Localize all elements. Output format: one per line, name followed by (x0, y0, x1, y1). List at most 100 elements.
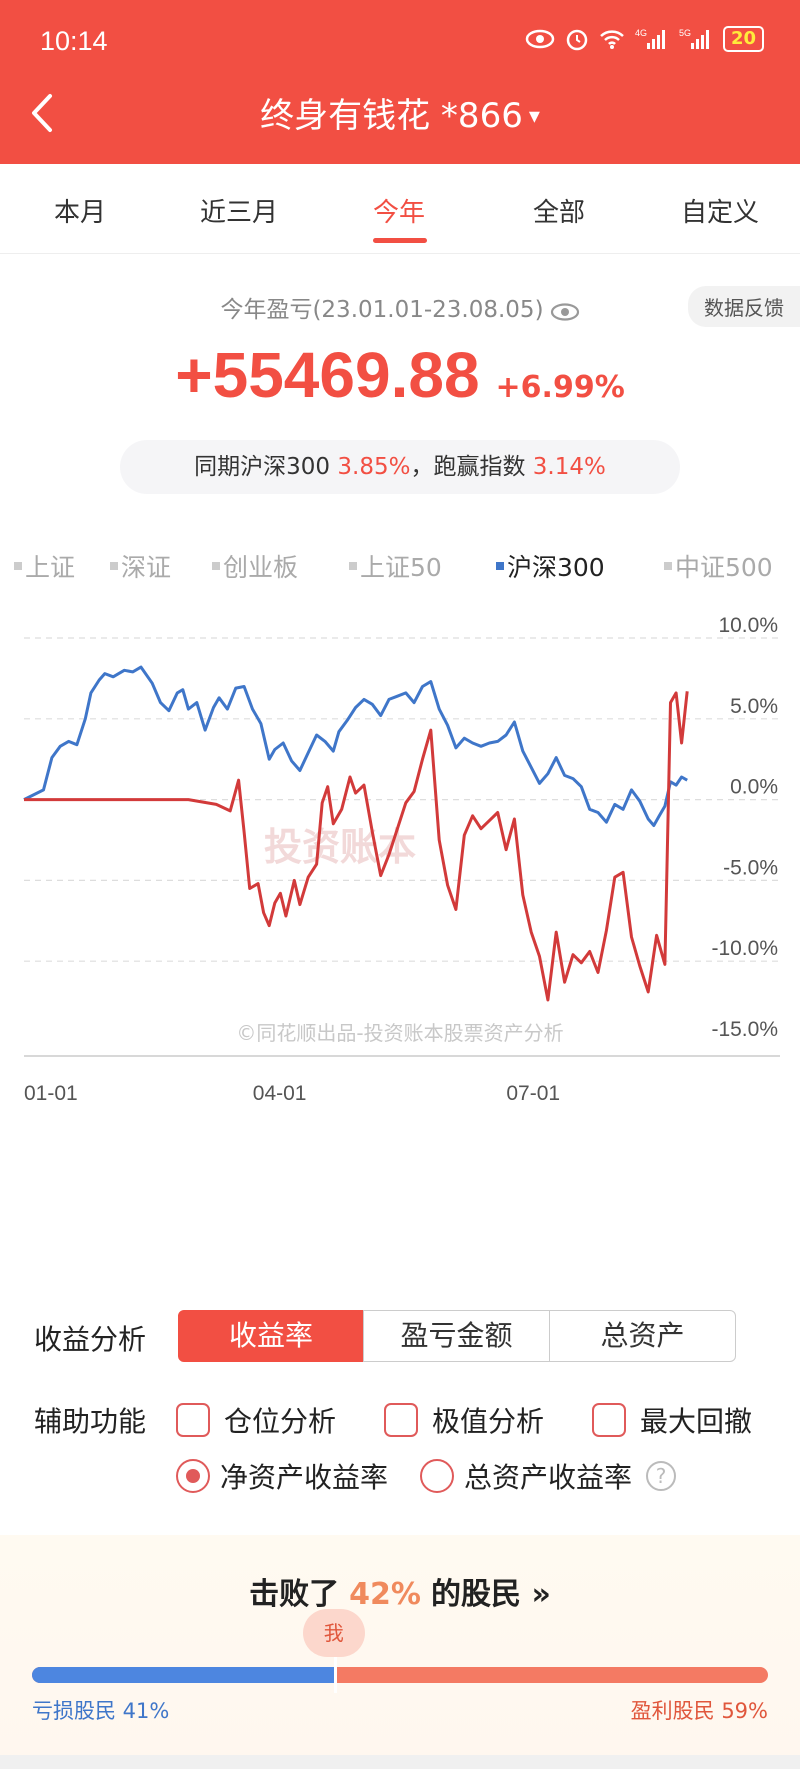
return-chart[interactable]: 10.0% 5.0% 0.0% -5.0% -10.0% -15.0% 投资账本 ©同花顺出品… (0, 600, 800, 1240)
option-label: 净资产收益率 (220, 1461, 389, 1494)
period-label: 今年盈亏(23.01.01-23.08.05) (0, 290, 800, 328)
checkbox-icon (592, 1403, 626, 1437)
legend-chinext[interactable]: 创业板 (212, 548, 298, 584)
tab-this-year[interactable]: 今年 (373, 198, 426, 228)
tab-underline (373, 238, 427, 243)
beat-panel[interactable]: 击败了 42% 的股民 » 我 亏损股民 41% 盈利股民 59% (0, 1535, 800, 1755)
tab-this-month[interactable]: 本月 (54, 198, 107, 228)
y-tick-label: -15.0% (711, 1018, 778, 1041)
tab-all[interactable]: 全部 (533, 198, 586, 228)
bench-excess: 3.14% (532, 454, 606, 480)
checkbox-icon (384, 1403, 418, 1437)
y-tick-label: -10.0% (711, 937, 778, 960)
radio-total-asset-return[interactable]: 总资产收益率? (420, 1456, 677, 1496)
bench-prefix: 同期沪深300 (194, 454, 338, 480)
radio-net-asset-return[interactable]: 净资产收益率 (176, 1456, 388, 1496)
option-label: 仓位分析 (224, 1405, 337, 1438)
page-title: 终身有钱花 *866 (260, 96, 523, 136)
segment-total-assets[interactable]: 总资产 (549, 1310, 736, 1362)
back-button[interactable] (24, 88, 64, 138)
beat-title: 击败了 42% 的股民 » (0, 1569, 800, 1613)
legend-marker-icon (212, 562, 220, 570)
chart-credit: ©同花顺出品-投资账本股票资产分析 (236, 1021, 563, 1045)
tab-three-months[interactable]: 近三月 (200, 198, 279, 228)
radio-selected-icon (176, 1459, 210, 1493)
svg-text:4G: 4G (635, 28, 647, 38)
x-tick-label: 01-01 (24, 1082, 78, 1105)
legend-marker-icon (14, 562, 22, 570)
eye-toggle-icon[interactable] (550, 302, 580, 328)
profit-summary: +55469.88 +6.99% (0, 338, 800, 412)
legend-marker-icon (110, 562, 118, 570)
legend-shanghai[interactable]: 上证 (14, 548, 75, 584)
analysis-row: 收益分析 收益率 盈亏金额 总资产 (0, 1310, 800, 1362)
y-tick-label: -5.0% (723, 856, 778, 879)
option-label: 最大回撤 (640, 1405, 753, 1438)
checkbox-position-analysis[interactable]: 仓位分析 (176, 1400, 336, 1440)
legend-label: 沪深300 (507, 553, 605, 582)
beat-percent: 42% (349, 1577, 421, 1612)
x-tick-label: 07-01 (506, 1082, 560, 1105)
series-line-return (24, 691, 689, 1002)
legend-label: 中证500 (675, 553, 773, 582)
legend-marker-icon (349, 562, 357, 570)
tab-custom[interactable]: 自定义 (681, 198, 760, 228)
beat-suffix: 的股民 (430, 1577, 521, 1612)
watermark-text: 投资账本 (264, 825, 416, 869)
distribution-bar (32, 1667, 768, 1683)
x-tick-label: 04-01 (253, 1082, 307, 1105)
wifi-icon (599, 28, 625, 50)
option-label: 极值分析 (432, 1405, 545, 1438)
legend-csi500[interactable]: 中证500 (664, 548, 773, 584)
app-header: 10:14 4G 5G 20 终身有钱花 *866 ▾ (0, 0, 800, 164)
legend-label: 深证 (121, 553, 172, 582)
benchmark-pill: 同期沪深300 3.85%，跑赢指数 3.14% (120, 440, 680, 494)
signal-5g-icon: 5G (679, 27, 713, 51)
legend-csi300[interactable]: 沪深300 (496, 548, 605, 584)
beat-prefix: 击败了 (249, 1577, 340, 1612)
y-tick-label: 10.0% (718, 614, 778, 637)
svg-text:5G: 5G (679, 28, 691, 38)
me-divider (333, 1657, 337, 1693)
legend-marker-icon (496, 562, 504, 570)
profit-amount: +55469.88 (175, 339, 480, 411)
checkbox-extreme-analysis[interactable]: 极值分析 (384, 1400, 544, 1440)
analysis-label: 收益分析 (34, 1323, 147, 1356)
aux-label: 辅助功能 (34, 1405, 147, 1438)
status-icons: 4G 5G 20 (525, 26, 764, 52)
double-chevron-right-icon: » (531, 1577, 551, 1612)
period-tabs: 本月 近三月 今年 全部 自定义 (0, 164, 800, 254)
legend-label: 上证 (25, 553, 76, 582)
help-icon[interactable]: ? (646, 1461, 677, 1491)
series-line-csi300 (23, 665, 688, 827)
y-tick-label: 5.0% (730, 695, 778, 718)
bottom-strip (0, 1755, 800, 1769)
alarm-icon (565, 27, 589, 51)
segment-profit-amount[interactable]: 盈亏金额 (363, 1310, 550, 1362)
gain-label: 盈利股民 59% (630, 1699, 768, 1723)
legend-label: 上证50 (360, 553, 442, 582)
profit-percent: +6.99% (495, 370, 625, 405)
index-legend: 上证 深证 创业板 上证50 沪深300 中证500 (0, 548, 800, 582)
segment-return-rate[interactable]: 收益率 (178, 1310, 364, 1362)
eye-icon (525, 29, 555, 49)
legend-marker-icon (664, 562, 672, 570)
loss-label: 亏损股民 41% (32, 1699, 170, 1723)
chevron-down-icon: ▾ (528, 104, 540, 129)
bench-mid: ，跑赢指数 (410, 454, 533, 480)
signal-4g-icon: 4G (635, 27, 669, 51)
loss-bar-fill (32, 1667, 334, 1683)
period-text: 今年盈亏(23.01.01-23.08.05) (220, 297, 544, 323)
legend-shenzhen[interactable]: 深证 (110, 548, 171, 584)
status-time: 10:14 (40, 26, 108, 56)
bench-value: 3.85% (337, 454, 411, 480)
checkbox-max-drawdown[interactable]: 最大回撤 (592, 1400, 752, 1440)
account-selector[interactable]: 终身有钱花 *866 ▾ (0, 88, 800, 137)
legend-sse50[interactable]: 上证50 (349, 548, 442, 584)
radio-icon (420, 1459, 454, 1493)
legend-label: 创业板 (223, 553, 299, 582)
checkbox-icon (176, 1403, 210, 1437)
feedback-button[interactable]: 数据反馈 (688, 286, 800, 327)
return-chart-svg: 10.0% 5.0% 0.0% -5.0% -10.0% -15.0% 投资账本 ©同花顺出品… (23, 614, 780, 1105)
option-label: 总资产收益率 (464, 1461, 633, 1494)
